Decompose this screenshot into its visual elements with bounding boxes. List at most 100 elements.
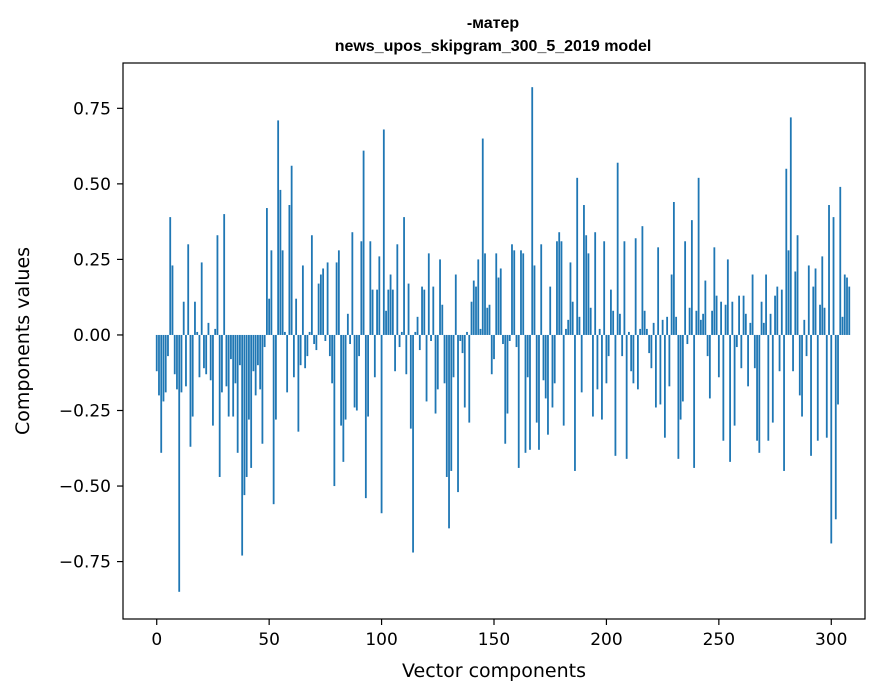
bar [538, 334, 540, 450]
bar [378, 256, 381, 335]
bar [259, 334, 262, 390]
bar [472, 280, 475, 335]
bar [515, 334, 518, 348]
bar [248, 334, 250, 420]
bar [488, 304, 491, 335]
y-tick-label: 0.75 [73, 99, 111, 119]
x-tick-label: 300 [815, 630, 847, 650]
bar [504, 334, 507, 444]
bar [490, 334, 493, 375]
bar [497, 277, 500, 335]
bar [266, 208, 268, 335]
bar [686, 334, 689, 345]
bar [196, 331, 199, 335]
bar [558, 232, 561, 335]
bar [688, 307, 691, 335]
bar [164, 334, 167, 393]
bar [218, 334, 221, 477]
bar [783, 334, 785, 471]
bar [805, 334, 808, 357]
bar [223, 214, 226, 335]
bar [816, 334, 819, 441]
bar [740, 334, 743, 369]
bar [594, 232, 597, 335]
bar [205, 334, 208, 375]
bar [812, 286, 815, 335]
y-tick-label: 0.00 [73, 326, 111, 346]
bar [230, 334, 232, 360]
y-axis-label: Components values [12, 247, 34, 435]
bar [369, 241, 372, 335]
bar [634, 238, 637, 335]
bar [212, 334, 214, 426]
bar [448, 334, 450, 529]
bar [461, 334, 464, 354]
bar [511, 244, 513, 335]
bar [767, 334, 770, 441]
bar [400, 331, 403, 335]
bar [185, 334, 187, 387]
bar [641, 226, 644, 335]
bar [454, 274, 457, 335]
bar [239, 334, 241, 366]
bar [434, 334, 437, 414]
bar [297, 334, 300, 432]
bar [720, 301, 722, 335]
bar [198, 334, 201, 378]
x-tick-label: 200 [590, 630, 622, 650]
bar [823, 307, 826, 335]
bar [819, 304, 821, 335]
bar [522, 253, 525, 335]
bar [477, 259, 480, 335]
bar [373, 334, 376, 378]
bar [587, 253, 590, 335]
bar [261, 334, 264, 444]
bar [648, 334, 651, 354]
bar [319, 274, 322, 335]
bar [209, 334, 212, 381]
bar [828, 205, 830, 335]
bar [416, 316, 419, 335]
bar [814, 268, 817, 335]
bar [843, 274, 846, 335]
bar [409, 334, 412, 429]
bar [684, 241, 687, 335]
bar [353, 334, 356, 408]
x-tick-label: 50 [258, 630, 280, 650]
bar [322, 268, 325, 335]
chart-title-line1: -матер [467, 15, 520, 32]
bar [560, 241, 563, 335]
bar [308, 331, 311, 335]
bar [227, 334, 230, 417]
bar [398, 334, 401, 348]
bar [499, 268, 502, 335]
bar [326, 262, 329, 335]
bar [508, 334, 511, 341]
bar [441, 304, 444, 335]
bar [495, 253, 498, 335]
bar [245, 334, 248, 477]
bar [389, 274, 392, 335]
bar [744, 313, 747, 335]
bar [742, 295, 745, 335]
bar [610, 289, 612, 335]
bar [430, 334, 432, 341]
bar [616, 162, 619, 335]
bar [650, 334, 653, 369]
bar [182, 301, 185, 335]
bar [486, 307, 489, 335]
bar [466, 331, 468, 335]
bar [576, 177, 579, 335]
bar [731, 301, 734, 335]
bar [459, 334, 462, 341]
bar [403, 217, 405, 335]
bar [562, 334, 565, 426]
bar [263, 334, 266, 348]
bar [529, 334, 531, 450]
bar [506, 334, 509, 414]
bar [301, 265, 304, 335]
y-tick-label: −0.25 [59, 402, 111, 422]
bar [679, 334, 682, 420]
bar [436, 334, 439, 390]
bar [661, 319, 664, 335]
